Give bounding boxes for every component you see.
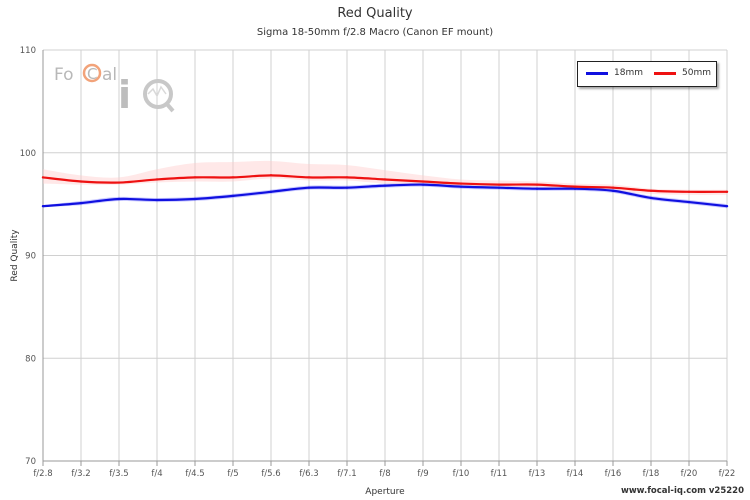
data-point-50mm-f/9 (421, 180, 425, 183)
data-point-50mm-f/5 (231, 176, 235, 179)
legend-item-50mm[interactable]: 50mm (654, 68, 711, 78)
data-point-18mm-f/2.8 (41, 204, 45, 208)
data-point-50mm-f/4.5 (193, 176, 197, 179)
data-point-18mm-f/4.5 (193, 197, 197, 201)
data-point-50mm-f/5.6 (269, 174, 273, 177)
data-point-18mm-f/7.1 (345, 186, 349, 189)
data-point-18mm-f/10 (459, 185, 463, 188)
x-tick-label-7: f/6.3 (299, 469, 318, 479)
y-tick-label-90: 90 (25, 252, 36, 262)
x-tick-label-17: f/20 (681, 469, 698, 479)
grid-lines (42, 49, 728, 466)
svg-text:i: i (118, 73, 131, 116)
x-tick-label-12: f/11 (491, 469, 508, 479)
data-point-18mm-f/3.5 (117, 197, 121, 201)
legend-swatch-50mm (654, 71, 676, 75)
svg-text:al: al (102, 65, 117, 85)
x-tick-label-10: f/9 (417, 469, 428, 479)
data-point-50mm-f/8 (383, 178, 387, 181)
x-tick-label-2: f/3.5 (109, 469, 128, 479)
chart-title: Red Quality (337, 6, 413, 21)
data-point-50mm-f/4 (155, 178, 159, 181)
site-watermark: www.focal-iq.com v25220 (620, 486, 744, 496)
data-point-50mm-f/13 (535, 183, 539, 186)
data-point-50mm-f/10 (459, 182, 463, 185)
data-point-18mm-f/16 (611, 189, 615, 192)
data-point-50mm-f/3.2 (79, 180, 83, 183)
tick-labels: 70 80 90 100 110 f/2.8 f/3.2 f/3.5 f/4 f/4.5 f/5 f/… (20, 46, 736, 479)
data-point-50mm-f/6.3 (307, 176, 311, 179)
data-point-18mm-f/9 (421, 183, 425, 186)
data-point-50mm-f/2.8 (41, 176, 45, 179)
data-point-18mm-f/3.2 (79, 201, 83, 205)
x-tick-label-8: f/7.1 (337, 469, 356, 479)
x-axis-title: Aperture (365, 487, 405, 497)
chart-subtitle: Sigma 18-50mm f/2.8 Macro (Canon EF moun… (256, 27, 494, 38)
data-point-18mm-f/5.6 (269, 190, 273, 193)
x-tick-label-11: f/10 (453, 469, 470, 479)
y-tick-label-110: 110 (20, 46, 36, 56)
y-axis-title: Red Quality (10, 229, 20, 282)
svg-text:Fo: Fo (54, 65, 74, 85)
y-tick-label-70: 70 (25, 457, 36, 467)
y-tick-label-80: 80 (25, 354, 36, 364)
data-point-50mm-f/3.5 (117, 181, 121, 184)
x-tick-label-0: f/2.8 (33, 469, 52, 479)
x-tick-label-15: f/16 (605, 469, 622, 479)
x-tick-label-14: f/14 (567, 469, 584, 479)
data-point-18mm-f/22 (725, 204, 729, 208)
data-point-18mm-f/13 (535, 187, 539, 190)
data-point-50mm-f/22 (725, 190, 729, 193)
data-point-50mm-f/11 (497, 183, 501, 186)
data-point-18mm-f/4 (155, 198, 159, 202)
x-tick-label-4: f/4.5 (185, 469, 204, 479)
data-point-50mm-f/14 (573, 185, 577, 188)
data-point-50mm-f/20 (687, 190, 691, 193)
data-point-18mm-f/14 (573, 187, 577, 190)
data-point-18mm-f/11 (497, 186, 501, 189)
data-point-50mm-f/7.1 (345, 176, 349, 179)
x-tick-label-18: f/22 (719, 469, 736, 479)
legend-item-18mm[interactable]: 18mm (586, 68, 643, 78)
x-tick-label-1: f/3.2 (71, 469, 90, 479)
legend: 18mm 50mm (577, 61, 717, 87)
data-point-50mm-f/18 (649, 189, 653, 192)
x-tick-label-9: f/8 (379, 469, 390, 479)
x-tick-label-3: f/4 (151, 469, 162, 479)
series-lines (41, 174, 729, 208)
x-tick-label-6: f/5.6 (261, 469, 280, 479)
y-tick-label-100: 100 (20, 149, 36, 159)
data-point-18mm-f/20 (687, 200, 691, 204)
legend-label-18mm: 18mm (614, 68, 643, 78)
x-tick-label-5: f/5 (227, 469, 238, 479)
legend-swatch-18mm (586, 71, 608, 75)
focal-iq-logo: Fo C al i (54, 63, 175, 116)
data-point-18mm-f/6.3 (307, 186, 311, 189)
legend-label-50mm: 50mm (682, 68, 711, 78)
data-point-18mm-f/18 (649, 196, 653, 200)
x-tick-label-13: f/13 (529, 469, 546, 479)
svg-text:C: C (87, 65, 97, 83)
data-point-18mm-f/5 (231, 194, 235, 198)
data-point-50mm-f/16 (611, 186, 615, 189)
data-point-18mm-f/8 (383, 184, 387, 187)
x-tick-label-16: f/18 (643, 469, 660, 479)
